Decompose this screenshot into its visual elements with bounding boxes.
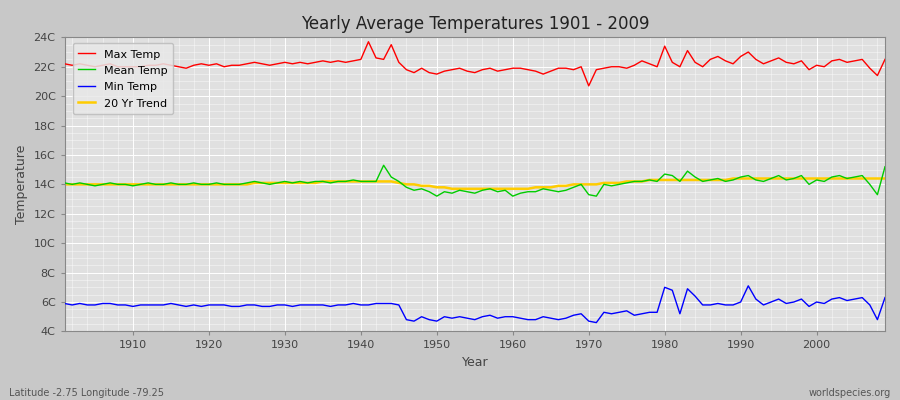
- Max Temp: [363, 39, 374, 44]
- 20 Yr Trend: [515, 186, 526, 191]
- 20 Yr Trend: [879, 176, 890, 181]
- Text: Latitude -2.75 Longitude -79.25: Latitude -2.75 Longitude -79.25: [9, 388, 164, 398]
- Max Temp: [515, 66, 526, 71]
- 20 Yr Trend: [120, 182, 130, 187]
- 20 Yr Trend: [333, 179, 344, 184]
- Mean Temp: [523, 189, 534, 194]
- Min Temp: [591, 320, 602, 325]
- 20 Yr Trend: [508, 186, 518, 191]
- Line: 20 Yr Trend: 20 Yr Trend: [65, 178, 885, 189]
- Mean Temp: [879, 164, 890, 169]
- Legend: Max Temp, Mean Temp, Min Temp, 20 Yr Trend: Max Temp, Mean Temp, Min Temp, 20 Yr Tre…: [73, 43, 173, 114]
- 20 Yr Trend: [728, 176, 739, 181]
- Min Temp: [742, 284, 753, 288]
- Max Temp: [59, 62, 70, 66]
- Min Temp: [59, 301, 70, 306]
- Min Temp: [500, 314, 510, 319]
- Max Temp: [614, 64, 625, 69]
- Line: Min Temp: Min Temp: [65, 286, 885, 322]
- Max Temp: [333, 58, 344, 63]
- Mean Temp: [287, 180, 298, 185]
- Line: Max Temp: Max Temp: [65, 42, 885, 86]
- Mean Temp: [431, 194, 442, 198]
- Min Temp: [606, 311, 616, 316]
- Max Temp: [583, 84, 594, 88]
- Max Temp: [508, 66, 518, 71]
- X-axis label: Year: Year: [462, 356, 488, 369]
- Mean Temp: [515, 191, 526, 196]
- Max Temp: [879, 57, 890, 62]
- Mean Temp: [378, 163, 389, 168]
- Mean Temp: [333, 179, 344, 184]
- Max Temp: [120, 64, 130, 69]
- 20 Yr Trend: [59, 182, 70, 187]
- Min Temp: [333, 302, 344, 307]
- Line: Mean Temp: Mean Temp: [65, 165, 885, 196]
- Min Temp: [120, 302, 130, 307]
- 20 Yr Trend: [606, 180, 616, 185]
- Y-axis label: Temperature: Temperature: [15, 145, 28, 224]
- Min Temp: [508, 314, 518, 319]
- 20 Yr Trend: [446, 186, 457, 191]
- Min Temp: [287, 304, 298, 309]
- Text: worldspecies.org: worldspecies.org: [809, 388, 891, 398]
- Min Temp: [879, 295, 890, 300]
- 20 Yr Trend: [287, 180, 298, 185]
- Title: Yearly Average Temperatures 1901 - 2009: Yearly Average Temperatures 1901 - 2009: [301, 15, 649, 33]
- Max Temp: [287, 62, 298, 66]
- Mean Temp: [614, 182, 625, 187]
- Mean Temp: [59, 180, 70, 185]
- Mean Temp: [120, 182, 130, 187]
